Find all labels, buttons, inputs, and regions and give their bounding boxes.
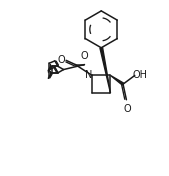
Text: OH: OH [132,70,147,80]
Polygon shape [100,48,111,93]
Text: O: O [58,55,65,65]
Text: N: N [85,70,92,80]
Text: O: O [123,104,131,114]
Text: O: O [81,51,88,61]
Polygon shape [111,76,124,85]
